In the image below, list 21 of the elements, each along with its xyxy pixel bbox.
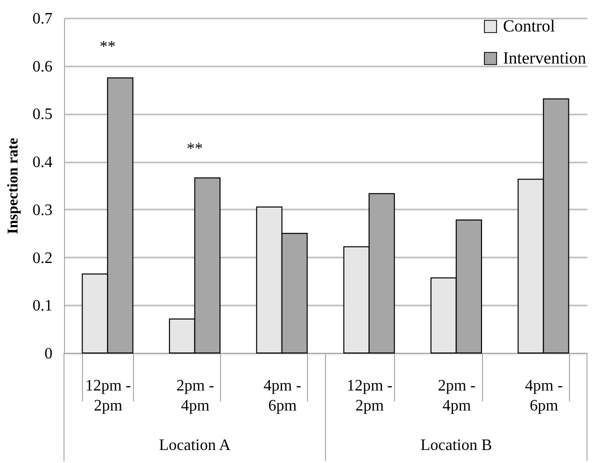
x-tick-label: 4pm - 6pm: [264, 378, 302, 414]
legend-label: Intervention: [503, 48, 587, 68]
text: Location B: [420, 437, 492, 454]
y-tick-label: 0.7: [32, 10, 52, 28]
y-tick-label: 0.4: [32, 154, 52, 172]
x-tick-label: 12pm - 2pm: [346, 378, 392, 414]
text: Location A: [158, 437, 231, 454]
y-tick-label: 0: [44, 346, 52, 362]
y-tick-label: 0.5: [32, 106, 52, 124]
x-tick-label: 4pm - 6pm: [525, 378, 563, 414]
annotation: **: [186, 140, 203, 158]
x-tick-label: 2pm - 4pm: [176, 378, 214, 414]
y-axis-title: Inspection rate: [6, 138, 22, 234]
y-tick-label: 0.1: [32, 298, 52, 315]
x-tick-label: 2pm - 4pm: [438, 378, 476, 414]
x-tick-label: 12pm - 2pm: [85, 378, 131, 414]
y-tick-label: 0.2: [32, 250, 52, 267]
y-tick-label: 0.3: [32, 202, 52, 219]
annotation: **: [100, 38, 116, 56]
legend-label: Control: [503, 16, 556, 36]
y-tick-label: 0.6: [32, 58, 52, 76]
